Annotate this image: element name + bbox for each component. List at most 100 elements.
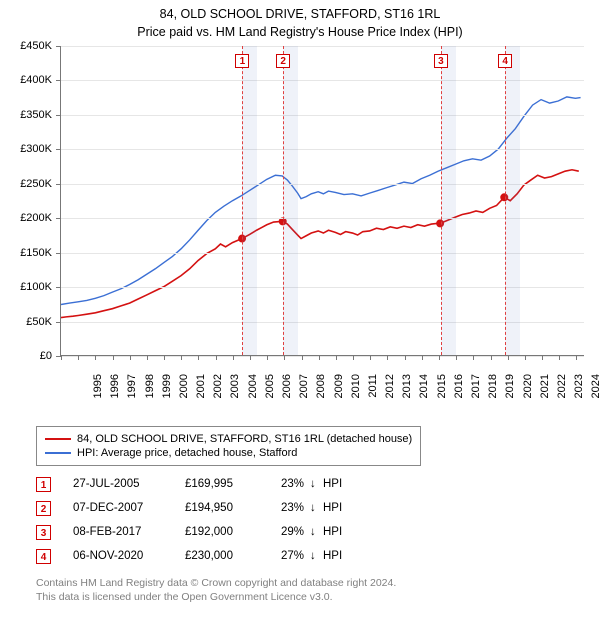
x-tickmark bbox=[250, 355, 251, 360]
y-tickmark bbox=[56, 184, 61, 185]
footer-line2: This data is licensed under the Open Gov… bbox=[36, 590, 396, 604]
x-tickmark bbox=[508, 355, 509, 360]
event-marker: 3 bbox=[434, 54, 448, 68]
event-band bbox=[242, 46, 256, 355]
x-tickmark bbox=[130, 355, 131, 360]
y-tickmark bbox=[56, 149, 61, 150]
title-line2: Price paid vs. HM Land Registry's House … bbox=[0, 24, 600, 42]
legend-item: HPI: Average price, detached house, Staf… bbox=[45, 446, 412, 460]
event-band bbox=[283, 46, 298, 355]
event-pct: 23%↓ HPI bbox=[281, 478, 371, 490]
x-tick-label: 1996 bbox=[109, 374, 121, 408]
x-tickmark bbox=[353, 355, 354, 360]
y-tick-label: £0 bbox=[12, 350, 52, 362]
y-tick-label: £450K bbox=[12, 40, 52, 52]
x-tickmark bbox=[491, 355, 492, 360]
x-tickmark bbox=[336, 355, 337, 360]
x-tickmark bbox=[405, 355, 406, 360]
footer: Contains HM Land Registry data © Crown c… bbox=[36, 576, 396, 604]
x-tick-label: 2024 bbox=[590, 374, 600, 408]
x-tickmark bbox=[439, 355, 440, 360]
event-row: 308-FEB-2017£192,00029%↓ HPI bbox=[36, 520, 371, 544]
x-tickmark bbox=[198, 355, 199, 360]
y-tick-label: £50K bbox=[12, 316, 52, 328]
x-tick-label: 1999 bbox=[161, 374, 173, 408]
x-tick-label: 2003 bbox=[229, 374, 241, 408]
event-price: £194,950 bbox=[185, 502, 259, 514]
event-date: 27-JUL-2005 bbox=[73, 478, 163, 490]
event-row: 2 07-DEC-2007 £194,950 23%↓ HPI bbox=[36, 496, 371, 520]
legend-swatch bbox=[45, 452, 71, 454]
legend-label: HPI: Average price, detached house, Staf… bbox=[77, 447, 297, 459]
down-arrow-icon: ↓ bbox=[310, 478, 316, 490]
event-price: £230,000 bbox=[185, 550, 259, 562]
x-tick-label: 2007 bbox=[298, 374, 310, 408]
x-tick-label: 2015 bbox=[436, 374, 448, 408]
x-tick-label: 2016 bbox=[453, 374, 465, 408]
event-price: £169,995 bbox=[185, 478, 259, 490]
x-tick-label: 2017 bbox=[470, 374, 482, 408]
x-tickmark bbox=[147, 355, 148, 360]
x-tick-label: 2001 bbox=[195, 374, 207, 408]
plot-area: 1234 bbox=[60, 46, 584, 356]
chart-title: 84, OLD SCHOOL DRIVE, STAFFORD, ST16 1RL… bbox=[0, 0, 600, 41]
x-tickmark bbox=[319, 355, 320, 360]
x-tick-label: 2023 bbox=[573, 374, 585, 408]
event-row: 406-NOV-2020£230,00027%↓ HPI bbox=[36, 544, 371, 568]
x-tickmark bbox=[78, 355, 79, 360]
x-tick-label: 1997 bbox=[126, 374, 138, 408]
gridline bbox=[61, 356, 584, 357]
x-tickmark bbox=[284, 355, 285, 360]
x-tick-label: 1995 bbox=[92, 374, 104, 408]
x-tickmark bbox=[95, 355, 96, 360]
x-tick-label: 2008 bbox=[315, 374, 327, 408]
x-tick-label: 2022 bbox=[556, 374, 568, 408]
event-marker: 4 bbox=[498, 54, 512, 68]
event-pct: 29%↓ HPI bbox=[281, 526, 371, 538]
x-tickmark bbox=[181, 355, 182, 360]
x-tick-label: 2020 bbox=[522, 374, 534, 408]
y-tickmark bbox=[56, 322, 61, 323]
x-tickmark bbox=[525, 355, 526, 360]
x-tickmark bbox=[61, 355, 62, 360]
x-tick-label: 1998 bbox=[144, 374, 156, 408]
legend-item: 84, OLD SCHOOL DRIVE, STAFFORD, ST16 1RL… bbox=[45, 432, 412, 446]
y-tick-label: £350K bbox=[12, 109, 52, 121]
x-tickmark bbox=[559, 355, 560, 360]
x-tick-label: 2009 bbox=[333, 374, 345, 408]
y-tick-label: £300K bbox=[12, 143, 52, 155]
y-tick-label: £400K bbox=[12, 74, 52, 86]
event-marker: 1 bbox=[235, 54, 249, 68]
event-row: 1 27-JUL-2005 £169,995 23%↓ HPI bbox=[36, 472, 371, 496]
y-tickmark bbox=[56, 80, 61, 81]
legend-label: 84, OLD SCHOOL DRIVE, STAFFORD, ST16 1RL… bbox=[77, 433, 412, 445]
x-tickmark bbox=[422, 355, 423, 360]
y-tickmark bbox=[56, 218, 61, 219]
x-tickmark bbox=[113, 355, 114, 360]
x-tickmark bbox=[542, 355, 543, 360]
event-pct: 27%↓ HPI bbox=[281, 550, 371, 562]
x-tick-label: 2010 bbox=[350, 374, 362, 408]
x-tickmark bbox=[216, 355, 217, 360]
x-tick-label: 2012 bbox=[384, 374, 396, 408]
event-price: £192,000 bbox=[185, 526, 259, 538]
x-tickmark bbox=[370, 355, 371, 360]
event-date: 06-NOV-2020 bbox=[73, 550, 163, 562]
event-pct: 23%↓ HPI bbox=[281, 502, 371, 514]
y-tick-label: £150K bbox=[12, 247, 52, 259]
x-tickmark bbox=[387, 355, 388, 360]
event-number-box: 1 bbox=[36, 477, 51, 492]
legend-swatch bbox=[45, 438, 71, 440]
down-arrow-icon: ↓ bbox=[310, 550, 316, 562]
y-tick-label: £100K bbox=[12, 281, 52, 293]
event-number-box: 2 bbox=[36, 501, 51, 516]
chart: 1234 £0£50K£100K£150K£200K£250K£300K£350… bbox=[16, 46, 584, 386]
x-tick-label: 2013 bbox=[401, 374, 413, 408]
event-date: 07-DEC-2007 bbox=[73, 502, 163, 514]
x-tick-label: 2014 bbox=[418, 374, 430, 408]
x-tickmark bbox=[233, 355, 234, 360]
x-tick-label: 2005 bbox=[264, 374, 276, 408]
down-arrow-icon: ↓ bbox=[310, 526, 316, 538]
x-tickmark bbox=[576, 355, 577, 360]
x-tick-label: 2021 bbox=[539, 374, 551, 408]
